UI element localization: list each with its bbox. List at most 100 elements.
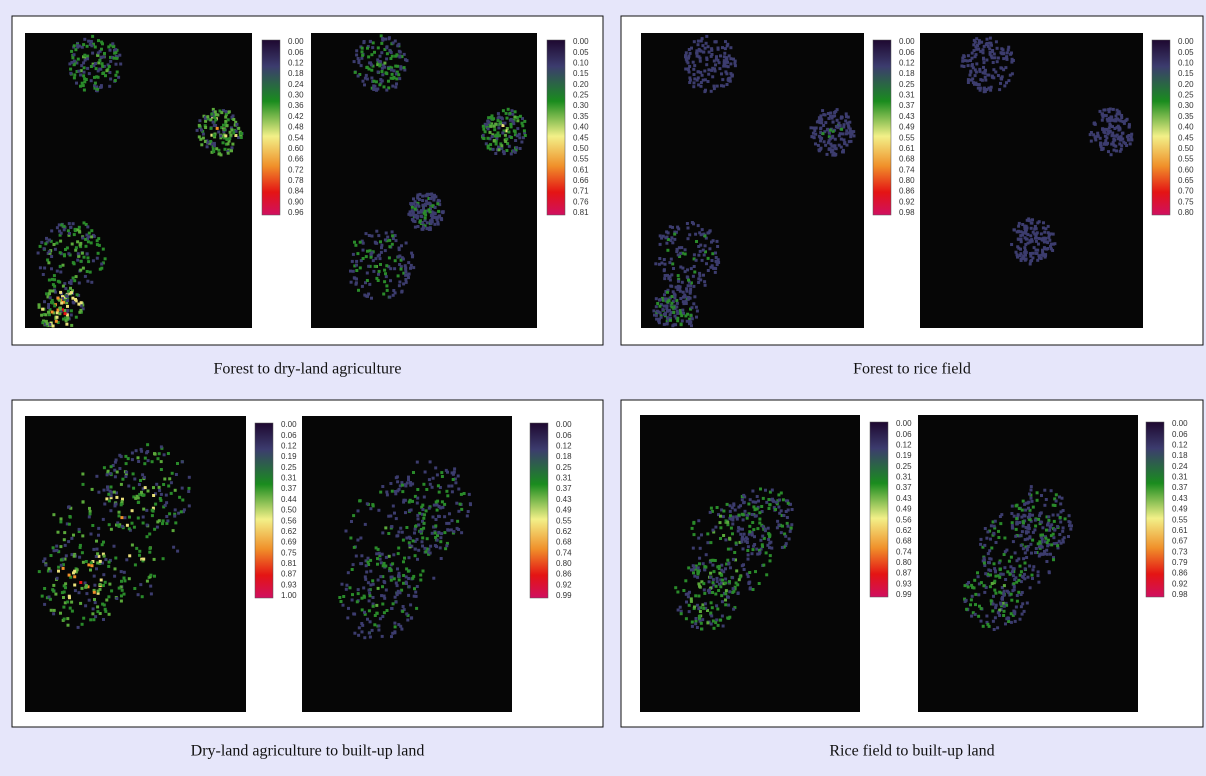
map-pixel: [217, 131, 220, 134]
map-pixel: [144, 486, 147, 489]
map-pixel: [385, 275, 388, 278]
map-pixel: [785, 510, 788, 513]
map-pixel: [387, 532, 390, 535]
map-pixel: [137, 501, 140, 504]
map-pixel: [73, 575, 76, 578]
colorbar-label: 0.99: [556, 591, 572, 600]
map-pixel: [380, 42, 383, 45]
map-pixel: [113, 545, 116, 548]
colorbar-label: 0.40: [573, 123, 589, 132]
map-pixel: [108, 499, 111, 502]
map-pixel: [1054, 504, 1057, 507]
map-pixel: [424, 550, 427, 553]
map-pixel: [69, 68, 72, 71]
map-pixel: [457, 488, 460, 491]
map-pixel: [740, 540, 743, 543]
map-pixel: [50, 267, 53, 270]
map-pixel: [669, 285, 672, 288]
map-pixel: [1040, 232, 1043, 235]
map-pixel: [988, 561, 991, 564]
map-pixel: [1099, 137, 1102, 140]
map-pixel: [63, 254, 66, 257]
colorbar-label: 0.06: [896, 430, 912, 439]
map-pixel: [705, 42, 708, 45]
map-pixel: [431, 486, 434, 489]
map-pixel: [392, 237, 395, 240]
map-pixel: [59, 271, 62, 274]
map-pixel: [142, 522, 145, 525]
map-pixel: [356, 600, 359, 603]
map-pixel: [752, 588, 755, 591]
map-pixel: [133, 478, 136, 481]
map-pixel: [413, 587, 416, 590]
colorbar-label: 0.18: [899, 69, 915, 78]
map-pixel: [1040, 257, 1043, 260]
map-pixel: [738, 578, 741, 581]
map-pixel: [456, 527, 459, 530]
map-pixel: [726, 595, 729, 598]
map-pixel: [48, 567, 51, 570]
map-pixel: [982, 48, 985, 51]
map-pixel: [668, 309, 671, 312]
map-pixel: [840, 128, 843, 131]
map-pixel: [701, 228, 704, 231]
map-pixel: [982, 625, 985, 628]
map-pixel: [1004, 622, 1007, 625]
map-pixel: [404, 58, 407, 61]
map-pixel: [121, 589, 124, 592]
map-pixel: [714, 559, 717, 562]
map-pixel: [389, 482, 392, 485]
map-pixel: [690, 267, 693, 270]
colorbar-label: 0.37: [896, 483, 912, 492]
map-pixel: [352, 270, 355, 273]
colorbar-label: 0.37: [899, 101, 915, 110]
map-pixel: [391, 85, 394, 88]
map-pixel: [405, 526, 408, 529]
map-pixel: [85, 245, 88, 248]
map-pixel: [59, 612, 62, 615]
map-pixel: [366, 502, 369, 505]
colorbar-label: 0.81: [281, 559, 297, 568]
colorbar-label: 0.75: [281, 548, 297, 557]
map-pixel: [355, 49, 358, 52]
map-pixel: [377, 46, 380, 49]
map-pixel: [989, 89, 992, 92]
map-pixel: [104, 74, 107, 77]
map-pixel: [515, 146, 518, 149]
map-pixel: [65, 323, 68, 326]
map-pixel: [784, 535, 787, 538]
map-pixel: [116, 71, 119, 74]
map-pixel: [75, 316, 78, 319]
map-pixel: [993, 53, 996, 56]
map-pixel: [999, 82, 1002, 85]
map-pixel: [147, 459, 150, 462]
map-pixel: [377, 234, 380, 237]
map-pixel: [1130, 133, 1133, 136]
map-pixel: [1104, 135, 1107, 138]
map-pixel: [104, 257, 107, 260]
map-pixel: [1032, 565, 1035, 568]
map-pixel: [361, 47, 364, 50]
colorbar: [262, 40, 280, 215]
map-pixel: [685, 287, 688, 290]
map-pixel: [351, 599, 354, 602]
colorbar-label: 0.00: [281, 420, 297, 429]
map-pixel: [751, 490, 754, 493]
map-pixel: [374, 242, 377, 245]
map-pixel: [82, 483, 85, 486]
map-pixel: [384, 526, 387, 529]
map-pixel: [79, 269, 82, 272]
map-pixel: [71, 243, 74, 246]
map-pixel: [79, 602, 82, 605]
map-pixel: [727, 548, 730, 551]
map-pixel: [719, 585, 722, 588]
map-pixel: [232, 118, 235, 121]
map-pixel: [1003, 537, 1006, 540]
map-pixel: [103, 489, 106, 492]
map-pixel: [711, 259, 714, 262]
map-pixel: [996, 47, 999, 50]
map-pixel: [1024, 243, 1027, 246]
map-pixel: [698, 274, 701, 277]
map-pixel: [395, 601, 398, 604]
map-pixel: [975, 53, 978, 56]
